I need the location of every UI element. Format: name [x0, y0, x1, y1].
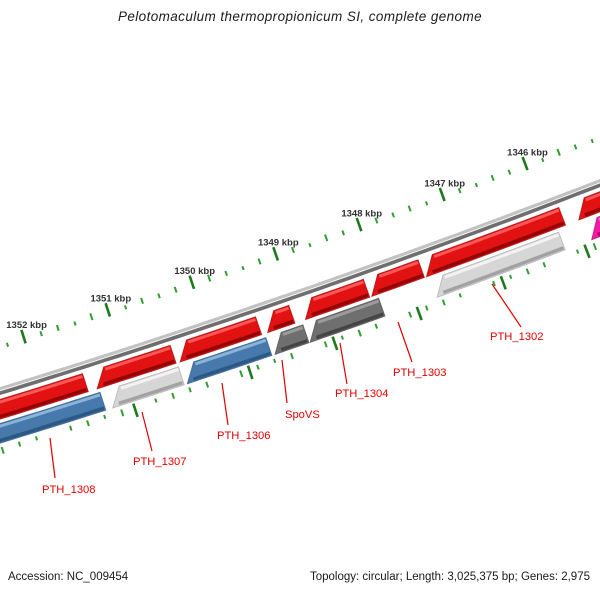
arrow-shadow	[0, 387, 88, 419]
arrow-shadow	[192, 351, 271, 381]
arrow-highlight	[444, 233, 560, 279]
arrow-highlight	[194, 338, 267, 366]
arrow-shadow	[0, 406, 105, 443]
scale-label-1351: 1351 kbp	[90, 294, 131, 305]
arrow-shadow	[273, 319, 294, 330]
arrow-highlight	[120, 368, 179, 390]
gene-a5[interactable]	[304, 278, 371, 321]
gene-callouts: PTH_1302 PTH_1303 PTH_1304 SpoVS PTH_1306 PTH…	[42, 283, 544, 496]
scale-label-1349: 1349 kbp	[258, 238, 299, 249]
genome-backbone	[0, 178, 600, 396]
arrow-highlight	[104, 346, 171, 371]
gene-a2[interactable]	[96, 344, 177, 390]
scale-label-1352: 1352 kbp	[6, 320, 47, 331]
gene-label-PTH_1308[interactable]: PTH_1308	[42, 484, 96, 496]
arrow-highlight	[585, 192, 600, 202]
callout-line-PTH_1308	[49, 437, 56, 479]
arrow-shadow	[118, 381, 184, 405]
gene-a6[interactable]	[371, 259, 426, 298]
callout-line-SpoVS	[281, 359, 288, 404]
gene-a7[interactable]	[425, 206, 567, 278]
callout-line-PTH_1304	[339, 342, 348, 385]
gene-a8[interactable]	[578, 174, 600, 221]
backbone-highlight	[0, 178, 600, 391]
arrow-shadow	[584, 207, 600, 217]
arrow-highlight	[0, 393, 101, 428]
scale-label-1346: 1346 kbp	[507, 147, 548, 158]
arrow-shadow	[311, 293, 369, 317]
accession-text: Accession: NC_009454	[8, 571, 129, 583]
gene-SpoVS[interactable]	[274, 324, 310, 356]
arrow-shadow	[432, 221, 565, 274]
gene-PTH_1306[interactable]	[186, 336, 273, 385]
gene-label-PTH_1304[interactable]: PTH_1304	[335, 388, 389, 400]
gene-label-PTH_1307[interactable]: PTH_1307	[133, 456, 187, 468]
arrow-highlight	[317, 299, 380, 324]
gene-a1[interactable]	[0, 373, 89, 429]
gene-label-PTH_1303[interactable]: PTH_1303	[393, 367, 447, 379]
arrow-shadow	[315, 312, 384, 340]
gene-PTH_1308[interactable]	[0, 391, 107, 450]
scale-labels: 1346 kbp 1347 kbp 1348 kbp 1349 kbp 1350 kbp…	[6, 147, 548, 331]
gene-feature-ring	[0, 174, 600, 450]
arrow-highlight	[378, 261, 419, 278]
arrow-highlight	[282, 326, 304, 336]
arrow-shadow	[185, 330, 261, 359]
inner-tick-ring	[0, 242, 598, 454]
page-title: Pelotomaculum thermopropionicum SI, comp…	[117, 9, 483, 24]
callout-line-PTH_1307	[141, 411, 153, 452]
callout-line-PTH_1303	[397, 321, 413, 363]
gene-PTH_1307[interactable]	[111, 366, 185, 409]
gene-PTH_1304[interactable]	[309, 297, 386, 344]
backbone-seam	[0, 182, 600, 392]
arrow-highlight	[0, 374, 83, 404]
gene-label-SpoVS[interactable]: SpoVS	[285, 409, 320, 421]
arrow-shadow	[377, 273, 424, 294]
callout-line-PTH_1306	[221, 382, 229, 426]
gene-a4[interactable]	[266, 304, 296, 334]
arrow-highlight	[312, 280, 364, 302]
callout-line-PTH_1302	[491, 283, 522, 328]
gene-label-PTH_1302[interactable]: PTH_1302	[490, 331, 544, 343]
scale-label-1348: 1348 kbp	[341, 208, 382, 219]
arrow-highlight	[187, 318, 256, 344]
gene-b7[interactable]	[591, 196, 600, 241]
arrow-highlight	[433, 208, 560, 259]
arrow-shadow	[102, 359, 175, 386]
gene-b6[interactable]	[436, 231, 566, 299]
arrow-highlight	[274, 306, 290, 315]
arrow-shadow	[280, 339, 308, 352]
outer-tick-ring	[5, 138, 594, 347]
backbone-shadow	[0, 183, 600, 396]
gene-a3[interactable]	[179, 316, 263, 363]
arrow-shadow	[442, 246, 565, 294]
topology-summary-text: Topology: circular; Length: 3,025,375 bp…	[309, 571, 590, 583]
scale-label-1347: 1347 kbp	[424, 178, 465, 189]
gene-label-PTH_1306[interactable]: PTH_1306	[217, 430, 271, 442]
scale-label-1350: 1350 kbp	[174, 266, 215, 277]
